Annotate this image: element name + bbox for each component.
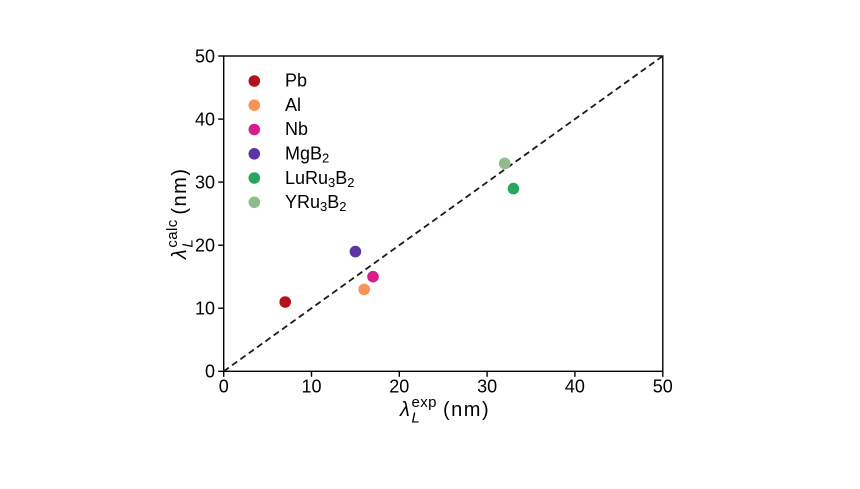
svg-text:L: L — [412, 410, 420, 427]
svg-text:0: 0 — [219, 376, 229, 396]
svg-text:40: 40 — [565, 376, 585, 396]
svg-text:Nb: Nb — [285, 119, 308, 139]
svg-text:exp: exp — [412, 394, 437, 411]
svg-text:0: 0 — [205, 362, 215, 382]
svg-text:calc: calc — [164, 219, 181, 247]
svg-text:L: L — [180, 239, 197, 247]
svg-text:20: 20 — [195, 236, 215, 256]
svg-text:40: 40 — [195, 110, 215, 130]
svg-text:30: 30 — [477, 376, 497, 396]
svg-text:50: 50 — [653, 376, 673, 396]
svg-text:λ: λ — [169, 249, 191, 260]
svg-text:λ: λ — [399, 399, 410, 421]
svg-text:50: 50 — [195, 46, 215, 66]
svg-text:Pb: Pb — [285, 71, 307, 91]
svg-text:20: 20 — [389, 376, 409, 396]
svg-text:10: 10 — [301, 376, 321, 396]
svg-text:10: 10 — [195, 299, 215, 319]
svg-text:LuRu3B2: LuRu3B2 — [285, 168, 355, 190]
svg-text:MgB2: MgB2 — [285, 144, 329, 166]
svg-text:(nm): (nm) — [443, 399, 490, 421]
svg-text:Al: Al — [285, 95, 301, 115]
svg-text:(nm): (nm) — [169, 167, 191, 214]
svg-text:YRu3B2: YRu3B2 — [285, 192, 347, 214]
svg-text:30: 30 — [195, 173, 215, 193]
